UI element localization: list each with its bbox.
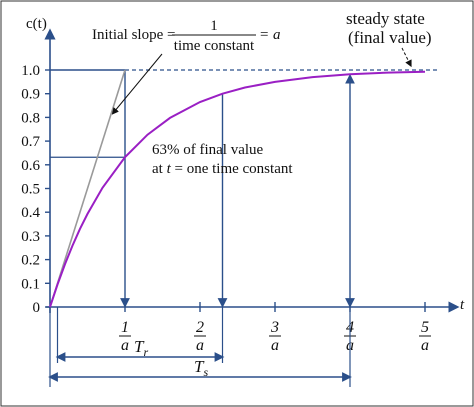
sixty-three-line1: 63% of final value (152, 142, 264, 158)
steady-state-pointer (401, 47, 412, 68)
initial-slope-pointer (111, 53, 163, 115)
initial-slope-equals: = (260, 27, 268, 43)
y-tick-label-4: 0.4 (21, 205, 40, 221)
response-curve (49, 70, 426, 308)
x-tick-denominator-4: a (421, 337, 429, 354)
y-tick-label-9: 0.9 (21, 87, 40, 103)
x-tick-denominator-2: a (271, 337, 279, 354)
y-tick-label-0: 0 (33, 300, 41, 316)
y-tick-label-1: 0.1 (21, 276, 40, 292)
sixty-three-var: t (167, 161, 172, 177)
settling-time-label: Ts (194, 357, 208, 379)
sixty-three-at: at (152, 161, 164, 177)
sixty-three-line2: at t = one time constant (152, 161, 293, 177)
steady-state-line2: (final value) (348, 28, 432, 47)
y-tick-label-7: 0.7 (21, 134, 40, 150)
sixty-three-percent-annotation: 63% of final value at t = one time const… (152, 142, 293, 177)
initial-slope-variable: a (273, 27, 281, 43)
axes: c(t) t (26, 16, 465, 313)
x-tick-numerator-4: 5 (421, 319, 429, 336)
x-axis-label: t (460, 297, 465, 313)
initial-slope-denominator: time constant (174, 38, 255, 54)
x-tick-denominator-0: a (121, 337, 129, 354)
steady-state-annotation: steady state (final value) (346, 9, 432, 68)
rise-time-dimension: Tr (55, 337, 225, 362)
sixty-three-suffix: = one time constant (175, 161, 294, 177)
initial-slope-prefix: Initial slope = (92, 27, 175, 43)
initial-slope-numerator: 1 (210, 18, 218, 34)
y-tick-label-10: 1.0 (21, 63, 40, 79)
y-tick-label-8: 0.8 (21, 110, 40, 126)
steady-state-line1: steady state (346, 9, 425, 28)
y-tick-label-2: 0.2 (21, 253, 40, 269)
x-ticks: 1a2a3a4a5a (119, 302, 431, 354)
initial-slope-annotation: Initial slope = 1 time constant = a (92, 18, 281, 115)
rise-time-label: Tr (134, 337, 148, 359)
x-tick-numerator-2: 3 (270, 319, 279, 336)
settling-time-dimension: Ts (48, 357, 352, 382)
y-tick-label-6: 0.6 (21, 158, 40, 174)
y-axis-label: c(t) (26, 16, 47, 32)
y-tick-label-5: 0.5 (21, 182, 40, 198)
y-ticks: 0 0.1 0.2 0.3 0.4 0.5 0.6 0.7 0.8 0.9 1.0 (21, 63, 50, 316)
x-tick-denominator-1: a (196, 337, 204, 354)
y-tick-label-3: 0.3 (21, 229, 40, 245)
x-tick-numerator-1: 2 (196, 319, 204, 336)
guide-lines (49, 69, 437, 387)
x-tick-numerator-0: 1 (121, 319, 129, 336)
